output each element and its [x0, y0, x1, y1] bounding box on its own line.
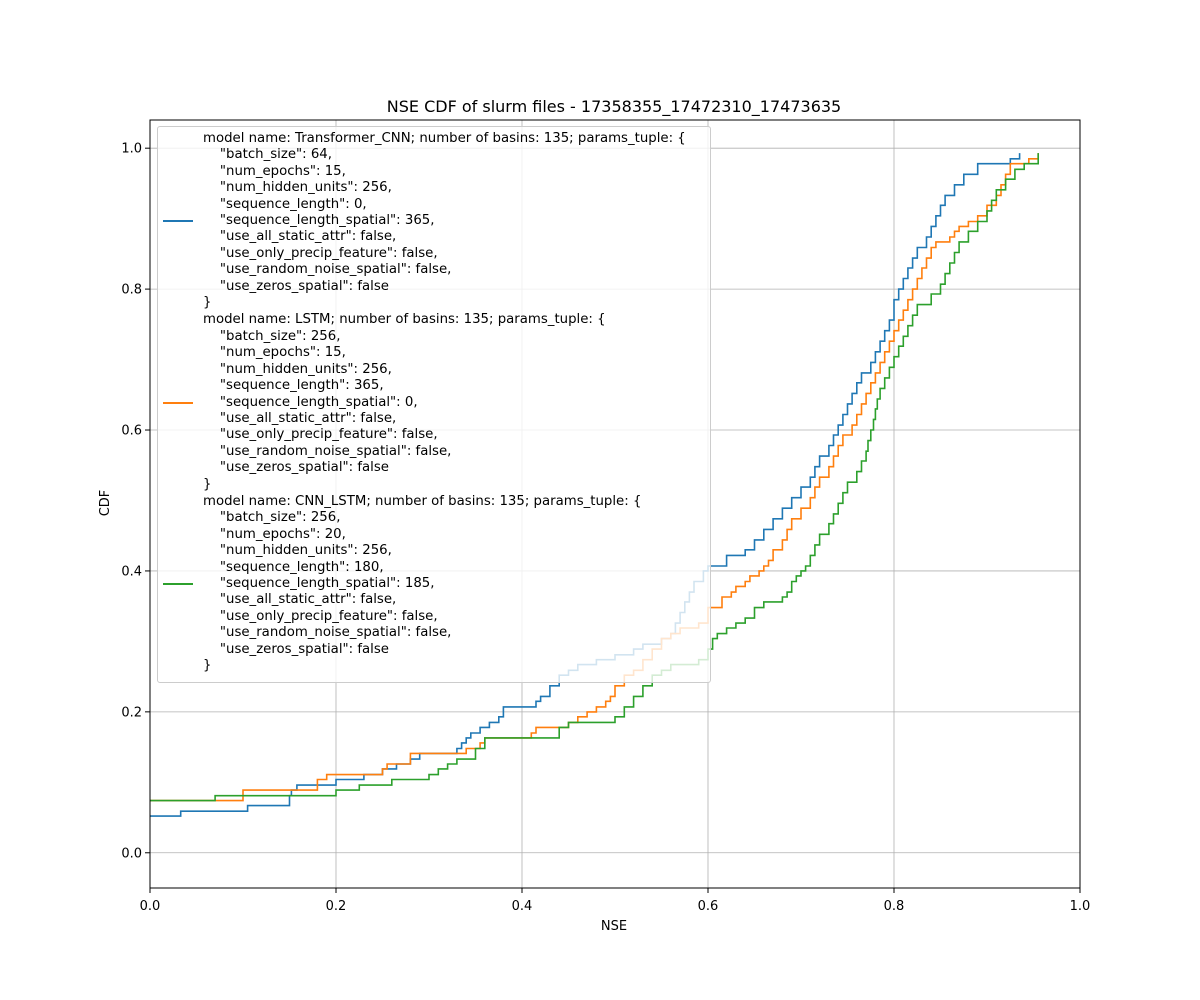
axis-ticks: 0.0 0.2 0.4 0.6 0.8 1.0 0.0 0.2 0.4 0.6 0.8 1.0 [121, 142, 1090, 914]
y-tick-label: 0.6 [121, 424, 142, 439]
x-tick-label: 0.6 [698, 899, 719, 914]
series-layer [150, 153, 1039, 817]
y-tick-label: 0.8 [121, 283, 142, 298]
series-line-1 [150, 153, 1039, 802]
x-axis-label: NSE [601, 919, 627, 934]
legend-label: model name: LSTM; number of basins: 135;… [203, 312, 606, 492]
y-tick-label: 0.4 [121, 564, 142, 579]
x-tick-label: 0.0 [140, 899, 161, 914]
x-tick-label: 0.8 [884, 899, 905, 914]
y-tick-label: 0.2 [121, 705, 142, 720]
x-tick-label: 0.2 [326, 899, 347, 914]
x-tick-label: 1.0 [1070, 899, 1091, 914]
legend-swatch [163, 401, 193, 404]
chart-title: NSE CDF of slurm files - 17358355_174723… [387, 97, 841, 117]
legend-label: model name: Transformer_CNN; number of b… [203, 131, 686, 311]
legend-entry: model name: LSTM; number of basins: 135;… [158, 312, 706, 492]
axes-frame [149, 119, 1081, 889]
legend-entry: model name: CNN_LSTM; number of basins: … [158, 494, 706, 674]
legend: model name: Transformer_CNN; number of b… [157, 126, 711, 683]
series-line-0 [150, 153, 1021, 817]
y-tick-label: 0.0 [121, 846, 142, 861]
y-axis-label: CDF [98, 490, 113, 517]
y-tick-label: 1.0 [121, 142, 142, 157]
legend-entry: model name: Transformer_CNN; number of b… [158, 131, 706, 311]
legend-swatch [163, 220, 193, 223]
x-tick-label: 0.4 [512, 899, 533, 914]
series-line-2 [150, 153, 1039, 802]
legend-swatch [163, 583, 193, 586]
legend-label: model name: CNN_LSTM; number of basins: … [203, 493, 642, 673]
